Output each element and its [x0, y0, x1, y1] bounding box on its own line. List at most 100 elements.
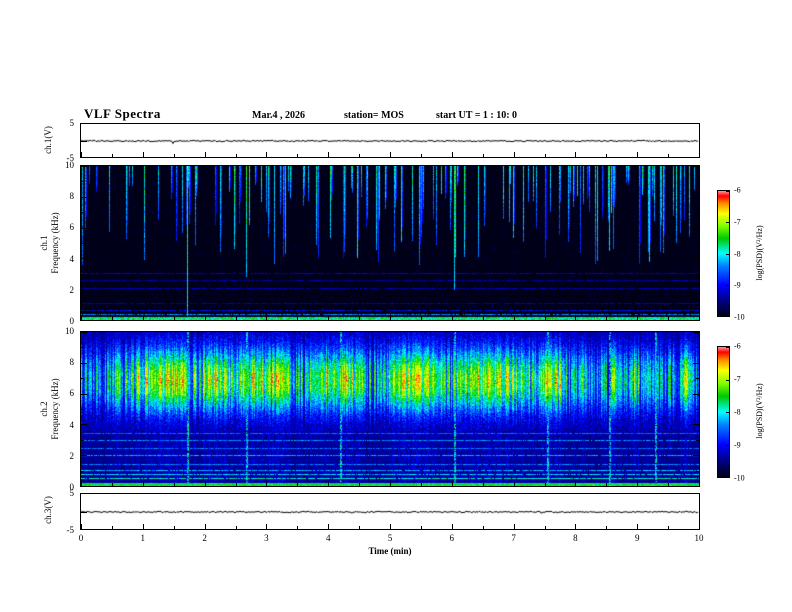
x-tick-mark	[173, 154, 175, 157]
y-tick-mark	[696, 212, 699, 214]
x-tick-mark	[606, 483, 608, 486]
x-tick-mark	[142, 524, 144, 529]
x-tick-mark	[235, 154, 237, 157]
x-tick-mark	[544, 317, 546, 320]
y-tick-mark	[696, 243, 699, 244]
y-tick-mark	[696, 378, 699, 380]
ch3-waveform-panel	[80, 493, 700, 530]
x-tick-mark	[544, 526, 546, 529]
colorbar-tick-label: -9	[734, 440, 741, 450]
y-tick-mark	[696, 304, 699, 306]
colorbar-tick-mark	[726, 444, 729, 446]
ch1-spectrogram-canvas	[81, 166, 699, 320]
x-tick-mark	[390, 315, 391, 320]
y-tick-mark	[696, 470, 699, 472]
y-tick-mark	[81, 486, 87, 487]
y-tick-mark	[81, 227, 87, 229]
y-tick-label: 4	[69, 253, 75, 264]
x-tick-mark	[297, 526, 299, 529]
x-tick-mark	[235, 526, 237, 529]
x-tick-mark	[142, 481, 144, 486]
x-tick-label: 4	[325, 533, 331, 543]
y-tick-mark	[693, 362, 699, 364]
x-tick-mark	[328, 315, 330, 320]
y-tick-mark	[693, 424, 699, 426]
x-tick-mark	[297, 154, 299, 157]
y-tick-mark	[693, 393, 699, 395]
y-tick-mark	[81, 332, 87, 333]
y-tick-mark	[81, 140, 87, 142]
y-tick-mark	[693, 196, 699, 198]
x-tick-mark	[235, 483, 237, 486]
ch1-voltage-tick-labels: 5 -5	[56, 118, 76, 163]
x-tick-label: 10	[694, 533, 704, 543]
y-tick-label: 8	[69, 191, 75, 202]
colorbar-tick-mark	[726, 253, 729, 255]
y-tick-mark	[81, 289, 87, 291]
x-tick-mark	[637, 524, 639, 529]
x-tick-mark	[359, 317, 361, 320]
colorbar-tick-mark	[726, 379, 729, 381]
x-tick-mark	[482, 154, 484, 157]
x-tick-mark	[111, 526, 113, 529]
colorbar-tick-label: -10	[734, 473, 745, 483]
x-tick-mark	[328, 524, 330, 529]
figure-date: Mar.4 , 2026	[252, 110, 305, 121]
y-tick-mark	[693, 258, 699, 260]
y-tick-mark	[693, 455, 699, 457]
x-tick-mark	[297, 483, 299, 486]
y-tick-mark	[81, 304, 84, 306]
ch2-colorbar-tick-labels: -6 -7 -8 -9 -10	[734, 342, 760, 483]
x-tick-label: 2	[202, 533, 207, 543]
x-tick-mark	[81, 481, 82, 486]
ch1-voltage-axis-label: ch.1(V)	[43, 126, 53, 154]
ch1-waveform-canvas	[81, 124, 699, 157]
x-tick-mark	[266, 481, 268, 486]
x-tick-mark	[513, 152, 515, 157]
x-tick-mark	[451, 315, 453, 320]
y-tick-mark	[81, 378, 84, 380]
x-tick-mark	[420, 154, 422, 157]
y-tick-label: 10	[65, 160, 74, 170]
x-tick-mark	[668, 526, 670, 529]
y-tick-mark	[81, 258, 87, 260]
x-tick-mark	[328, 481, 330, 486]
ch2-frequency-tick-labels: 0 2 4 6 8 10	[56, 326, 76, 492]
y-tick-mark	[696, 347, 699, 349]
x-tick-mark	[81, 315, 82, 320]
ch2-colorbar	[717, 346, 730, 478]
x-tick-label: 5	[387, 533, 393, 543]
y-tick-label: -5	[66, 153, 75, 163]
x-tick-mark	[111, 483, 113, 486]
x-tick-mark	[359, 154, 361, 157]
y-tick-mark	[81, 320, 87, 321]
colorbar-tick-mark	[726, 477, 729, 478]
x-tick-mark	[420, 526, 422, 529]
x-tick-mark	[482, 317, 484, 320]
x-tick-mark	[266, 152, 268, 157]
x-tick-mark	[544, 483, 546, 486]
ch2-spectrogram-panel	[80, 331, 700, 487]
y-tick-mark	[81, 181, 84, 183]
x-tick-mark	[451, 481, 453, 486]
x-tick-mark	[204, 152, 206, 157]
x-tick-mark	[699, 152, 700, 157]
x-tick-mark	[575, 524, 577, 529]
x-tick-label: 3	[264, 533, 269, 543]
ch3-voltage-axis-label: ch.3(V)	[43, 496, 53, 524]
x-tick-mark	[173, 483, 175, 486]
y-tick-mark	[693, 166, 699, 167]
x-tick-mark	[390, 524, 391, 529]
y-tick-label: 6	[69, 222, 75, 233]
x-tick-label: 8	[573, 533, 578, 543]
x-tick-mark	[359, 526, 361, 529]
ch1-spectrogram-panel	[80, 165, 700, 321]
x-tick-mark	[575, 315, 577, 320]
y-tick-mark	[81, 166, 87, 167]
x-tick-mark	[575, 481, 577, 486]
y-tick-mark	[81, 409, 84, 410]
colorbar-tick-mark	[726, 191, 729, 192]
y-tick-label: 6	[69, 388, 75, 399]
x-tick-mark	[513, 315, 515, 320]
